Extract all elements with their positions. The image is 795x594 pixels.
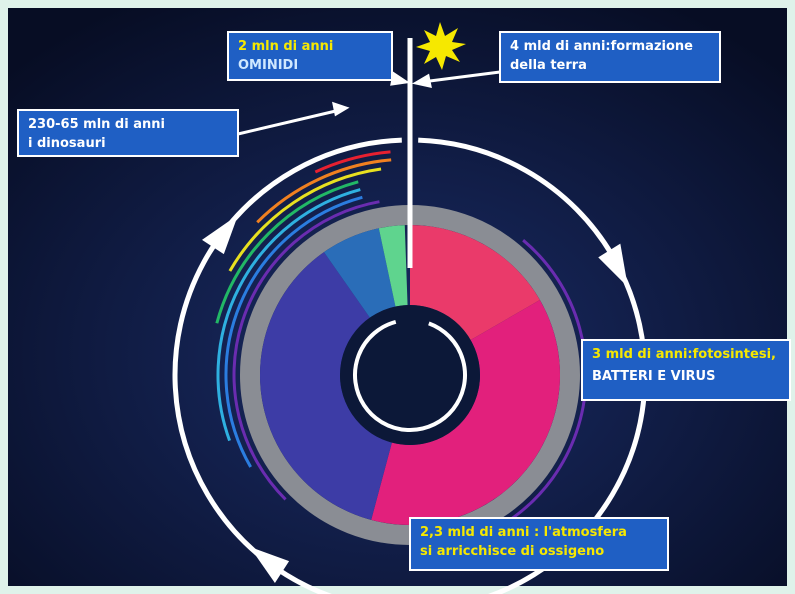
inner-disc [340, 305, 480, 445]
label-text: 230-65 mln di anni [28, 117, 165, 132]
sun [416, 22, 466, 70]
era-arc [256, 158, 392, 224]
label-text: OMINIDI [238, 58, 298, 73]
ring-arrowhead [598, 243, 628, 287]
label-box [409, 517, 669, 571]
label-text: 2,3 mld di anni : l'atmosfera [420, 525, 627, 540]
label-text: 2 mln di anni [238, 39, 333, 54]
label-box [581, 339, 791, 401]
era-arc [215, 180, 359, 324]
era-arc [224, 195, 363, 468]
era-segment [260, 252, 392, 520]
clock [172, 137, 648, 594]
era-segment [410, 225, 540, 340]
label-text: BATTERI E VIRUS [592, 369, 715, 384]
label-box [227, 31, 393, 81]
label-box [499, 31, 721, 83]
era-arc [314, 150, 391, 174]
label-text: 3 mld di anni:fotosintesi, [592, 347, 776, 362]
era-segment [371, 300, 560, 525]
era-arc [228, 167, 382, 272]
label-box [17, 109, 239, 157]
ring-arrowhead [249, 546, 290, 583]
era-segment [323, 228, 396, 318]
ring-arrowhead [202, 214, 239, 255]
era-segment [378, 225, 408, 307]
label-text: i dinosauri [28, 136, 106, 151]
inner-ring [353, 319, 467, 432]
label-text: si arricchisce di ossigeno [420, 544, 604, 559]
era-arc [216, 188, 361, 442]
era-arc [232, 200, 380, 501]
label-text: della terra [510, 58, 587, 73]
label-text: 4 mld di anni:formazione [510, 39, 693, 54]
